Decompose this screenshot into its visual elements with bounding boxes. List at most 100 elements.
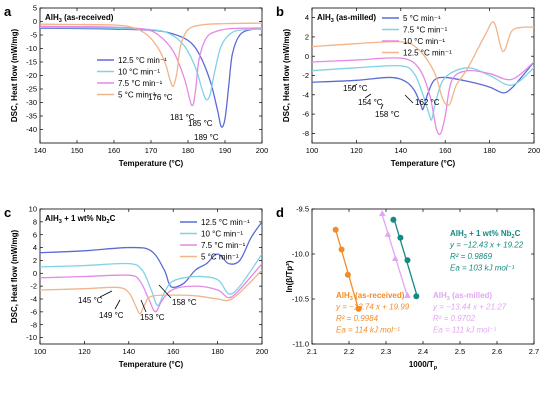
peak-annotation: 189 °C bbox=[194, 133, 219, 142]
y-tick-label: -4 bbox=[30, 295, 37, 304]
panel-a: a 140 150 160 170 180 190 200 -40 -35 -30 -25 -20 -15… bbox=[4, 4, 268, 168]
peak-annotation: 158 °C bbox=[375, 110, 400, 119]
peak-annotation: 181 °C bbox=[170, 113, 195, 122]
fit-equation: R² = 0.9984 bbox=[336, 314, 379, 323]
legend-label: 10 °C min⁻¹ bbox=[403, 37, 445, 46]
panel-letter: d bbox=[276, 205, 284, 220]
panel-letter: b bbox=[276, 4, 284, 19]
fit-equation: y = −13.44 x + 21.27 bbox=[432, 303, 507, 312]
legend-label: 10 °C min⁻¹ bbox=[201, 230, 243, 239]
y-tick-label: -10 bbox=[26, 333, 37, 342]
annotation-arrow bbox=[364, 93, 372, 99]
series-line bbox=[40, 221, 262, 289]
x-tick-label: 100 bbox=[306, 146, 319, 155]
data-point bbox=[413, 293, 420, 300]
x-tick-label: 180 bbox=[211, 347, 224, 356]
y-tick-label: -35 bbox=[26, 112, 37, 121]
fit-equation: Ea = 103 kJ mol⁻¹ bbox=[450, 264, 515, 273]
data-point bbox=[404, 291, 411, 298]
series-line bbox=[312, 61, 534, 111]
peak-annotation: 176 °C bbox=[148, 93, 173, 102]
panel-d: d 2.1 2.2 2.3 2.4 2.5 2.6 2.7 -11.0 -10.5 -10.0 -9.… bbox=[276, 205, 539, 371]
annotation-arrow bbox=[351, 83, 358, 89]
fit-line bbox=[335, 229, 360, 310]
y-axis-label: DSC, Heat flow (mW/mg) bbox=[10, 230, 19, 324]
x-axis-label: Temperature (°C) bbox=[119, 159, 184, 168]
fit-equation: R² = 0.9869 bbox=[450, 252, 493, 261]
y-tick-label: -20 bbox=[26, 71, 37, 80]
data-point bbox=[344, 271, 351, 278]
series-line bbox=[40, 22, 262, 88]
x-tick-label: 2.7 bbox=[529, 347, 539, 356]
y-tick-label: 6 bbox=[33, 230, 37, 239]
x-tick-label: 2.2 bbox=[344, 347, 354, 356]
annotation-arrow bbox=[99, 290, 113, 298]
y-tick-label: 2 bbox=[305, 33, 309, 42]
x-axis-label: 1000/Tp bbox=[409, 360, 438, 371]
annotation-arrow bbox=[140, 299, 147, 313]
x-tick-label: 180 bbox=[483, 146, 496, 155]
fit-equation: y = −12.43 x + 19.22 bbox=[449, 241, 524, 250]
x-tick-label: 2.6 bbox=[492, 347, 502, 356]
x-tick-label: 200 bbox=[528, 146, 541, 155]
x-tick-label: 140 bbox=[395, 146, 408, 155]
x-tick-label: 160 bbox=[167, 347, 180, 356]
series-line bbox=[40, 263, 262, 313]
x-tick-label: 180 bbox=[182, 146, 195, 155]
y-axis-label: ln(β/Tp²) bbox=[285, 260, 294, 292]
fit-equation: Ea = 111 kJ mol⁻¹ bbox=[433, 326, 497, 335]
peak-annotation: 158 °C bbox=[172, 298, 197, 307]
series-label: AlH3 + 1 wt% Nb2C bbox=[450, 229, 521, 240]
x-tick-label: 150 bbox=[71, 146, 84, 155]
series-line bbox=[40, 269, 262, 315]
peak-annotation: 154 °C bbox=[358, 98, 383, 107]
x-tick-label: 140 bbox=[123, 347, 136, 356]
data-point bbox=[391, 255, 399, 261]
legend-label: 7.5 °C min⁻¹ bbox=[403, 26, 448, 35]
data-point bbox=[404, 257, 411, 264]
series-line bbox=[40, 253, 262, 307]
annotation-arrow bbox=[380, 103, 384, 110]
plot-frame bbox=[39, 208, 263, 345]
data-point bbox=[355, 305, 362, 312]
data-point bbox=[338, 246, 345, 253]
fit-line bbox=[392, 216, 417, 294]
x-axis-label: Temperature (°C) bbox=[119, 360, 184, 369]
legend-label: 12.5 °C min⁻¹ bbox=[118, 56, 167, 65]
y-tick-label: 4 bbox=[305, 13, 309, 22]
annotation-arrow bbox=[114, 299, 121, 310]
y-tick-label: -6 bbox=[30, 307, 37, 316]
panel-letter: c bbox=[4, 205, 11, 220]
y-tick-label: -8 bbox=[302, 129, 309, 138]
y-tick-label: -15 bbox=[26, 58, 37, 67]
y-tick-label: -40 bbox=[26, 125, 37, 134]
y-tick-label: -2 bbox=[30, 282, 37, 291]
plot-area bbox=[40, 22, 262, 128]
x-tick-label: 2.1 bbox=[307, 347, 317, 356]
plot-area bbox=[332, 210, 420, 312]
series-label: AlH3 (as-milled) bbox=[433, 291, 492, 302]
y-tick-label: -11.0 bbox=[292, 340, 309, 349]
y-tick-label: -10.0 bbox=[292, 250, 309, 259]
y-tick-label: -30 bbox=[26, 98, 37, 107]
plot-area bbox=[40, 221, 262, 315]
fit-equation: Ea = 114 kJ mol⁻¹ bbox=[336, 326, 400, 335]
x-tick-label: 120 bbox=[350, 146, 363, 155]
y-tick-label: 4 bbox=[33, 243, 37, 252]
peak-annotation: 153 °C bbox=[140, 313, 165, 322]
y-tick-label: 0 bbox=[305, 52, 309, 61]
x-axis-label: Temperature (°C) bbox=[391, 159, 456, 168]
legend-label: 12.5 °C min⁻¹ bbox=[201, 218, 250, 227]
data-point bbox=[379, 210, 386, 216]
y-tick-label: -25 bbox=[26, 85, 37, 94]
fit-equation: R² = 0.9702 bbox=[433, 314, 476, 323]
y-axis-label: DSC, Heat flow (mW/mg) bbox=[282, 29, 291, 123]
y-tick-label: -8 bbox=[30, 320, 37, 329]
plot-area bbox=[312, 21, 534, 136]
x-tick-label: 2.5 bbox=[455, 347, 465, 356]
x-tick-label: 160 bbox=[439, 146, 452, 155]
panel-title: AlH3 (as-milled) bbox=[317, 13, 376, 24]
y-tick-label: -10 bbox=[26, 44, 37, 53]
y-tick-label: -5 bbox=[30, 31, 37, 40]
legend-label: 12.5 °C min⁻¹ bbox=[403, 49, 452, 58]
